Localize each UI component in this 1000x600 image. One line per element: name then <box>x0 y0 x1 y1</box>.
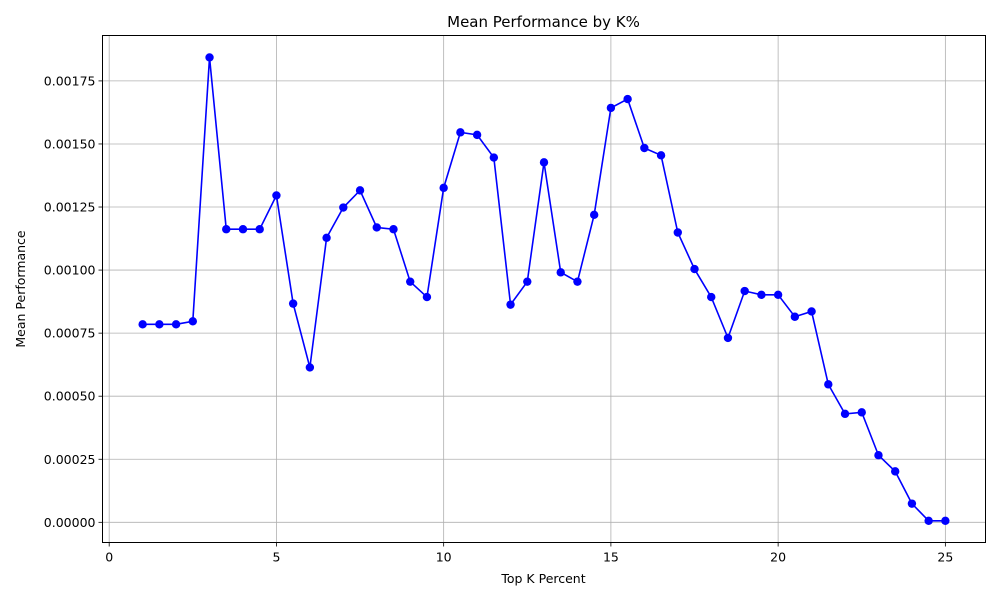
data-point <box>707 292 716 302</box>
data-point <box>874 451 883 460</box>
x-axis-ticks: 0 5 10 15 20 25 <box>105 542 953 565</box>
data-point <box>238 225 248 234</box>
data-point <box>640 143 649 153</box>
data-point <box>222 225 231 234</box>
x-tick-label: 20 <box>770 550 786 565</box>
data-point <box>907 499 917 508</box>
data-point <box>155 320 164 329</box>
data-point <box>489 153 499 162</box>
y-tick-label: 0.00050 <box>44 389 96 404</box>
data-point <box>690 264 699 274</box>
data-point <box>389 225 398 234</box>
data-point <box>422 292 432 302</box>
data-point <box>790 312 800 321</box>
y-tick-label: 0.00000 <box>44 515 96 530</box>
data-point <box>305 363 315 372</box>
data-point <box>255 225 264 234</box>
data-point <box>606 103 616 113</box>
data-point <box>322 233 331 242</box>
data-point <box>890 467 900 476</box>
data-point <box>857 408 866 417</box>
data-point <box>406 277 415 286</box>
data-point <box>941 516 950 526</box>
y-tick-label: 0.00125 <box>44 200 96 215</box>
data-point <box>372 223 381 232</box>
data-point <box>656 151 666 160</box>
x-axis-title: Top K Percent <box>500 571 585 586</box>
data-point <box>355 186 365 195</box>
data-point <box>138 320 147 329</box>
series-group <box>138 53 950 526</box>
data-point <box>539 158 549 167</box>
data-point <box>673 228 682 237</box>
data-point <box>623 94 632 104</box>
data-point <box>472 130 482 140</box>
x-tick-label: 25 <box>937 550 953 565</box>
data-point <box>723 333 733 343</box>
x-tick-label: 15 <box>603 550 619 565</box>
data-point <box>924 516 933 526</box>
series-line <box>142 57 946 522</box>
data-point <box>589 210 599 220</box>
y-tick-label: 0.00175 <box>44 73 96 88</box>
x-tick-label: 10 <box>436 550 452 565</box>
y-tick-label: 0.00025 <box>44 452 96 467</box>
y-tick-label: 0.00100 <box>44 263 96 278</box>
data-point <box>171 320 181 329</box>
data-point <box>573 277 582 286</box>
plot-frame <box>102 35 986 543</box>
y-tick-label: 0.00075 <box>44 326 96 341</box>
data-point <box>188 317 198 326</box>
data-point <box>272 191 281 200</box>
x-tick-label: 0 <box>105 550 113 565</box>
data-point <box>773 290 783 300</box>
data-point <box>205 53 214 62</box>
y-axis-ticks: 0.00000 0.00025 0.00050 0.00075 0.00100 0.001… <box>44 73 103 530</box>
grid-lines <box>102 35 986 543</box>
y-tick-label: 0.00150 <box>44 136 96 151</box>
data-point <box>824 380 833 389</box>
data-point <box>840 409 850 419</box>
x-tick-label: 5 <box>272 550 280 565</box>
data-point <box>740 286 749 296</box>
data-point <box>757 290 766 300</box>
data-point <box>439 183 448 193</box>
data-point <box>523 277 532 286</box>
data-point <box>506 300 515 309</box>
data-point <box>556 268 565 277</box>
y-axis-title: Mean Performance <box>13 230 28 348</box>
data-point <box>807 307 816 316</box>
chart-title: Mean Performance by K% <box>447 13 640 31</box>
data-point <box>339 203 348 212</box>
data-point <box>288 299 298 308</box>
data-point <box>456 128 465 137</box>
